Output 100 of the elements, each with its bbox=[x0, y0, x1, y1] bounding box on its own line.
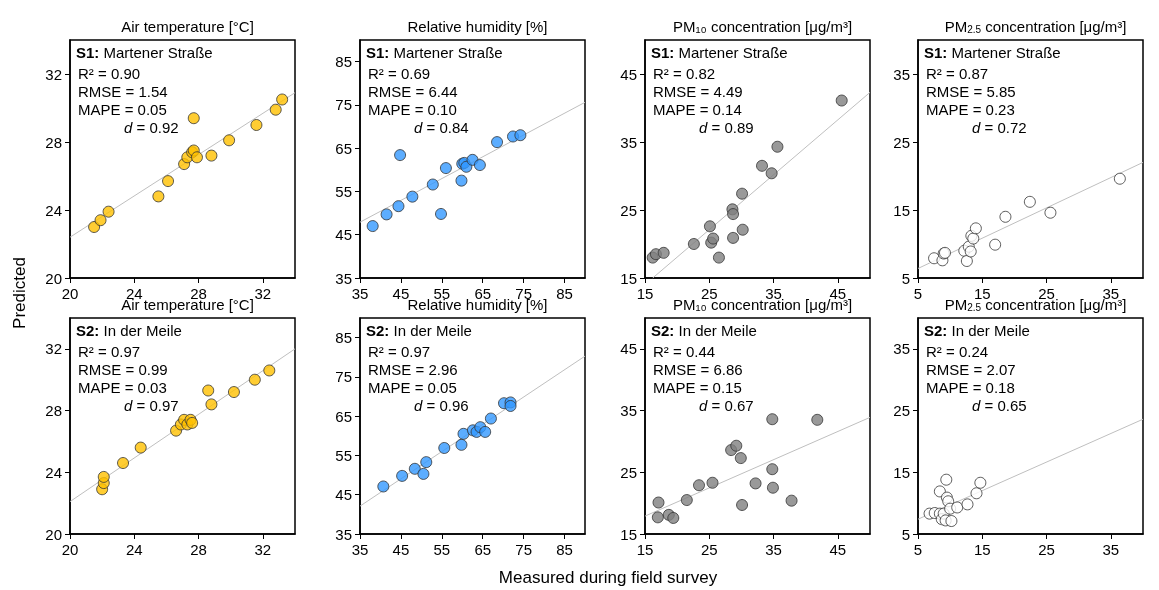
y-tick-label: 15 bbox=[893, 463, 910, 481]
annotation: MAPE = 0.18 bbox=[926, 379, 1015, 396]
annotation: In der Meile bbox=[674, 322, 757, 339]
y-tick-label: 32 bbox=[45, 340, 62, 358]
y-tick-label: 85 bbox=[335, 53, 352, 71]
chart-title: PM₁₀ concentration [μg/m³] bbox=[672, 18, 853, 35]
y-tick-label: 15 bbox=[620, 525, 637, 543]
x-tick-label: 5 bbox=[913, 285, 923, 302]
y-tick-label: 75 bbox=[335, 96, 352, 114]
annotation: S2: bbox=[924, 322, 948, 339]
x-tick-label: 75 bbox=[515, 541, 532, 558]
x-tick-label: 25 bbox=[1038, 541, 1055, 558]
x-tick-label: 15 bbox=[973, 541, 991, 558]
x-tick-label: 85 bbox=[556, 541, 573, 558]
annotation: d = 0.96 bbox=[414, 397, 469, 414]
y-tick-label: 20 bbox=[45, 269, 62, 287]
annotation: S1: bbox=[924, 44, 948, 61]
annotation: R² = 0.97 bbox=[78, 343, 141, 360]
annotation: Martener Straße bbox=[99, 44, 213, 61]
annotation: RMSE = 2.96 bbox=[368, 361, 458, 378]
chart-title: PM2.5 concentration [μg/m³] bbox=[944, 18, 1127, 35]
y-tick-label: 5 bbox=[901, 269, 910, 287]
y-tick-label: 55 bbox=[335, 446, 352, 464]
annotation: d = 0.92 bbox=[124, 119, 179, 136]
annotation: R² = 0.90 bbox=[78, 65, 141, 82]
y-tick-label: 25 bbox=[620, 463, 637, 481]
y-axis-title: Predicted bbox=[10, 257, 30, 329]
annotation: RMSE = 5.85 bbox=[926, 83, 1016, 100]
annotation: RMSE = 6.44 bbox=[368, 83, 458, 100]
x-tick-label: 32 bbox=[254, 541, 272, 558]
chart-title: Air temperature [°C] bbox=[121, 18, 254, 35]
x-tick-label: 55 bbox=[433, 541, 451, 558]
annotation: RMSE = 4.49 bbox=[653, 83, 743, 100]
y-tick-label: 75 bbox=[335, 368, 352, 386]
y-tick-label: 28 bbox=[45, 133, 62, 151]
annotation: Martener Straße bbox=[674, 44, 788, 61]
annotation: MAPE = 0.05 bbox=[78, 101, 167, 118]
y-tick-label: 24 bbox=[45, 463, 62, 481]
y-tick-label: 35 bbox=[620, 133, 637, 151]
x-tick-label: 15 bbox=[636, 285, 654, 302]
x-tick-label: 35 bbox=[1102, 541, 1120, 558]
annotation: MAPE = 0.03 bbox=[78, 379, 167, 396]
y-tick-label: 45 bbox=[620, 65, 637, 83]
x-tick-label: 32 bbox=[254, 285, 272, 302]
y-tick-label: 35 bbox=[620, 402, 637, 420]
x-tick-label: 65 bbox=[474, 541, 492, 558]
y-tick-label: 35 bbox=[893, 340, 910, 358]
y-tick-label: 32 bbox=[45, 65, 62, 83]
x-tick-label: 20 bbox=[61, 285, 79, 302]
x-tick-label: 24 bbox=[125, 541, 143, 558]
annotation: R² = 0.69 bbox=[368, 65, 431, 82]
annotation: In der Meile bbox=[99, 322, 182, 339]
x-tick-label: 5 bbox=[913, 541, 923, 558]
annotation: Martener Straße bbox=[947, 44, 1061, 61]
x-tick-label: 20 bbox=[61, 541, 79, 558]
x-tick-label: 65 bbox=[474, 285, 492, 302]
x-tick-label: 35 bbox=[351, 285, 369, 302]
y-tick-label: 25 bbox=[893, 133, 910, 151]
annotation: In der Meile bbox=[389, 322, 472, 339]
x-tick-label: 28 bbox=[190, 541, 207, 558]
annotation: MAPE = 0.05 bbox=[368, 379, 457, 396]
annotation: S1: bbox=[651, 44, 675, 61]
annotation: MAPE = 0.10 bbox=[368, 101, 457, 118]
annotation: MAPE = 0.15 bbox=[653, 379, 742, 396]
y-tick-label: 45 bbox=[620, 340, 637, 358]
annotation: S2: bbox=[366, 322, 390, 339]
y-tick-label: 65 bbox=[335, 139, 352, 157]
annotation: d = 0.65 bbox=[972, 397, 1027, 414]
annotation: S1: bbox=[76, 44, 100, 61]
annotation: In der Meile bbox=[947, 322, 1030, 339]
y-tick-label: 25 bbox=[893, 402, 910, 420]
y-tick-label: 35 bbox=[335, 269, 352, 287]
annotation: R² = 0.44 bbox=[653, 343, 716, 360]
y-tick-label: 5 bbox=[901, 525, 910, 543]
annotation: MAPE = 0.14 bbox=[653, 101, 742, 118]
x-tick-label: 15 bbox=[636, 541, 654, 558]
annotation: S2: bbox=[651, 322, 675, 339]
x-tick-label: 45 bbox=[392, 541, 410, 558]
annotation: S1: bbox=[366, 44, 390, 61]
y-tick-label: 45 bbox=[335, 486, 352, 504]
x-tick-label: 85 bbox=[556, 285, 573, 302]
y-tick-label: 15 bbox=[893, 201, 910, 219]
annotation: R² = 0.24 bbox=[926, 343, 989, 360]
x-tick-label: 45 bbox=[829, 541, 847, 558]
annotation: d = 0.72 bbox=[972, 119, 1027, 136]
annotation: RMSE = 6.86 bbox=[653, 361, 743, 378]
annotation: R² = 0.87 bbox=[926, 65, 989, 82]
y-tick-label: 65 bbox=[335, 407, 352, 425]
y-tick-label: 55 bbox=[335, 182, 352, 200]
annotation: RMSE = 2.07 bbox=[926, 361, 1016, 378]
annotation: d = 0.89 bbox=[699, 119, 754, 136]
x-tick-label: 25 bbox=[700, 541, 718, 558]
x-tick-label: 35 bbox=[765, 541, 782, 558]
chart-title: Relative humidity [%] bbox=[407, 18, 548, 35]
y-tick-label: 28 bbox=[45, 402, 62, 420]
annotation: MAPE = 0.23 bbox=[926, 101, 1015, 118]
y-tick-label: 24 bbox=[45, 201, 62, 219]
annotation: d = 0.67 bbox=[699, 397, 754, 414]
annotation: d = 0.84 bbox=[414, 119, 469, 136]
x-axis-title: Measured during field survey bbox=[498, 568, 718, 588]
